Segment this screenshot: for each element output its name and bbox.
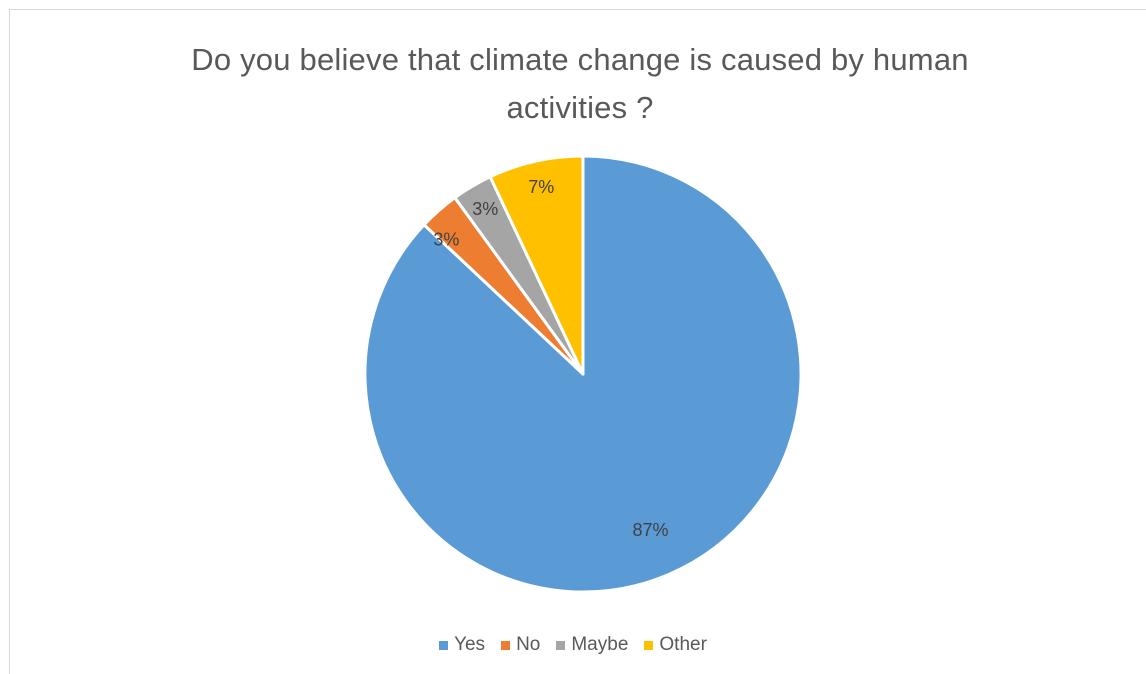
legend-label-no: No	[516, 634, 541, 655]
chart-title: Do you believe that climate change is ca…	[191, 42, 969, 125]
data-label-no: 3%	[433, 229, 459, 249]
legend-label-other: Other	[659, 634, 707, 655]
legend-swatch-no	[501, 640, 511, 650]
data-label-maybe: 3%	[472, 199, 498, 219]
data-label-yes: 87%	[632, 520, 668, 540]
chart-border-top	[9, 9, 1146, 10]
legend-label-maybe: Maybe	[571, 634, 629, 655]
pie-slices	[363, 154, 803, 594]
legend-item-other: Other	[644, 634, 707, 656]
legend-swatch-yes	[439, 640, 449, 650]
pie-data-labels: 87% 3% 3% 7%	[433, 177, 668, 540]
legend-label-yes: Yes	[454, 634, 486, 655]
data-label-other: 7%	[528, 177, 554, 197]
chart-border-left	[9, 9, 10, 674]
legend-swatch-other	[644, 640, 654, 650]
pie-slice-other	[488, 154, 585, 376]
legend-item-maybe: Maybe	[556, 634, 628, 656]
legend: Yes No Maybe Other	[0, 632, 1146, 658]
legend-item-yes: Yes	[439, 634, 485, 656]
legend-item-no: No	[501, 634, 540, 656]
legend-swatch-maybe	[556, 640, 566, 650]
